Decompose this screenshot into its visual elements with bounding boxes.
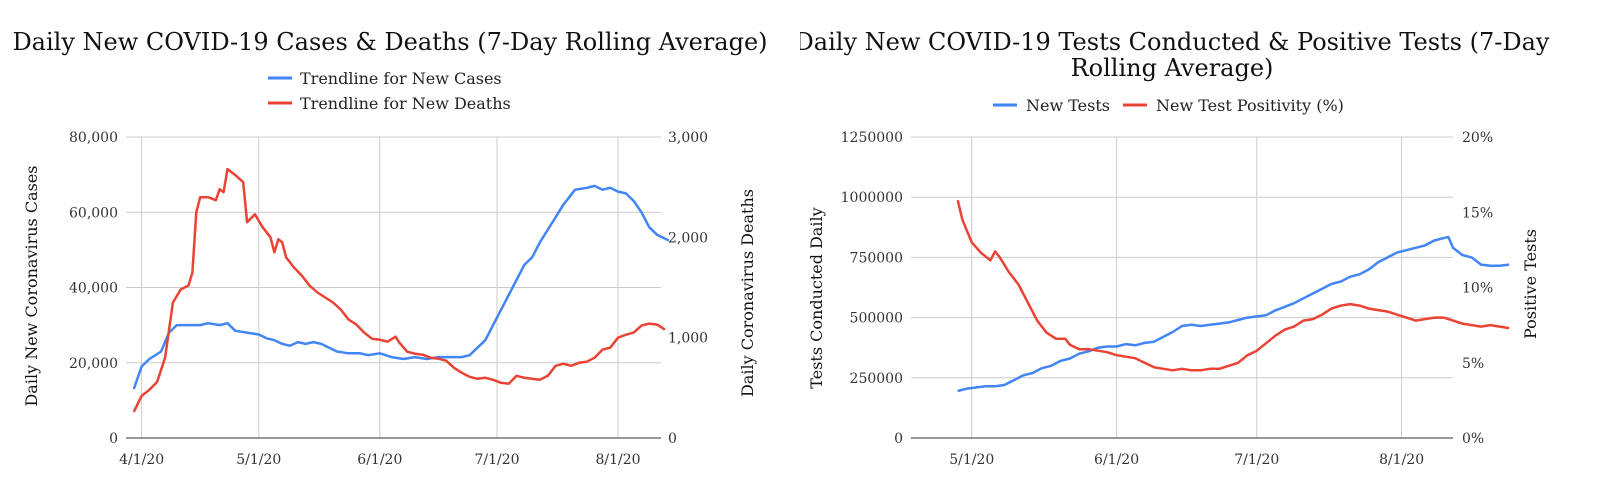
y-left-tick-label: 20,000 (69, 356, 118, 372)
x-tick-label: 7/1/20 (474, 452, 519, 468)
series-line-trendline-for-new-deaths (132, 167, 666, 413)
chart-title-line-1: Daily New COVID-19 Tests Conducted & Pos… (800, 28, 1550, 56)
y-left-tick-label: 250000 (850, 371, 903, 387)
y-axis-right-title: Positive Tests (1521, 229, 1540, 339)
y-left-tick-label: 80,000 (69, 130, 118, 146)
legend-label-positivity: New Test Positivity (%) (1156, 96, 1344, 115)
x-tick-label: 8/1/20 (596, 452, 641, 468)
y-right-tick-label: 20% (1462, 130, 1493, 146)
y-left-tick-label: 40,000 (69, 281, 118, 297)
y-right-tick-label: 3,000 (668, 130, 708, 146)
y-left-tick-label: 1000000 (841, 190, 903, 206)
x-tick-label: 6/1/20 (357, 452, 402, 468)
y-axis-left-title: Daily New Coronavirus Cases (22, 165, 41, 406)
y-left-tick-label: 0 (109, 431, 118, 447)
chart-panel-cases-deaths: Daily New COVID-19 Cases & Deaths (7-Day… (12, 0, 801, 504)
chart-panel-tests-positivity: Daily New COVID-19 Tests Conducted & Pos… (800, 0, 1600, 504)
y-axis-right-title: Daily Coronavirus Deaths (738, 189, 757, 397)
y-left-tick-label: 500000 (850, 311, 903, 327)
x-tick-label: 5/1/20 (236, 452, 281, 468)
tests-positivity-chart: Daily New COVID-19 Tests Conducted & Pos… (800, 28, 1550, 468)
series-line-new-test-positivity (956, 199, 1510, 372)
x-tick-label: 7/1/20 (1234, 452, 1279, 468)
x-tick-label: 8/1/20 (1379, 452, 1424, 468)
chart-title: Daily New COVID-19 Cases & Deaths (7-Day… (12, 28, 767, 56)
x-tick-label: 5/1/20 (949, 452, 994, 468)
y-right-tick-label: 10% (1462, 281, 1493, 297)
plot-area: 0 250000 500000 750000 1000000 1250000 0% 5% 10%… (841, 130, 1510, 468)
x-tick-label: 4/1/20 (119, 452, 164, 468)
y-right-tick-label: 2,000 (668, 230, 708, 246)
legend-label-deaths: Trendline for New Deaths (300, 94, 511, 113)
legend: Trendline for New Cases Trendline for Ne… (268, 69, 511, 113)
series-line-new-tests (957, 235, 1510, 393)
legend: New Tests New Test Positivity (%) (993, 96, 1344, 115)
y-left-tick-label: 750000 (850, 250, 903, 266)
plot-area: 0 20,000 40,000 60,000 80,000 0 1,000 2,000 3,00… (69, 130, 708, 468)
y-right-tick-label: 0% (1462, 431, 1484, 447)
y-right-tick-label: 0 (668, 431, 677, 447)
y-axis-left-title: Tests Conducted Daily (807, 207, 826, 388)
y-left-tick-label: 60,000 (69, 205, 118, 221)
series-line-trendline-for-new-cases (132, 184, 670, 390)
x-tick-label: 6/1/20 (1094, 452, 1139, 468)
y-left-tick-label: 0 (894, 431, 903, 447)
legend-label-cases: Trendline for New Cases (300, 69, 502, 88)
legend-label-tests: New Tests (1026, 96, 1110, 115)
y-left-tick-label: 1250000 (841, 130, 903, 146)
y-right-tick-label: 15% (1462, 205, 1493, 221)
cases-deaths-chart: Daily New COVID-19 Cases & Deaths (7-Day… (12, 28, 767, 468)
y-right-tick-label: 5% (1462, 356, 1484, 372)
chart-title-line-2: Rolling Average) (1071, 54, 1274, 82)
y-right-tick-label: 1,000 (668, 331, 708, 347)
